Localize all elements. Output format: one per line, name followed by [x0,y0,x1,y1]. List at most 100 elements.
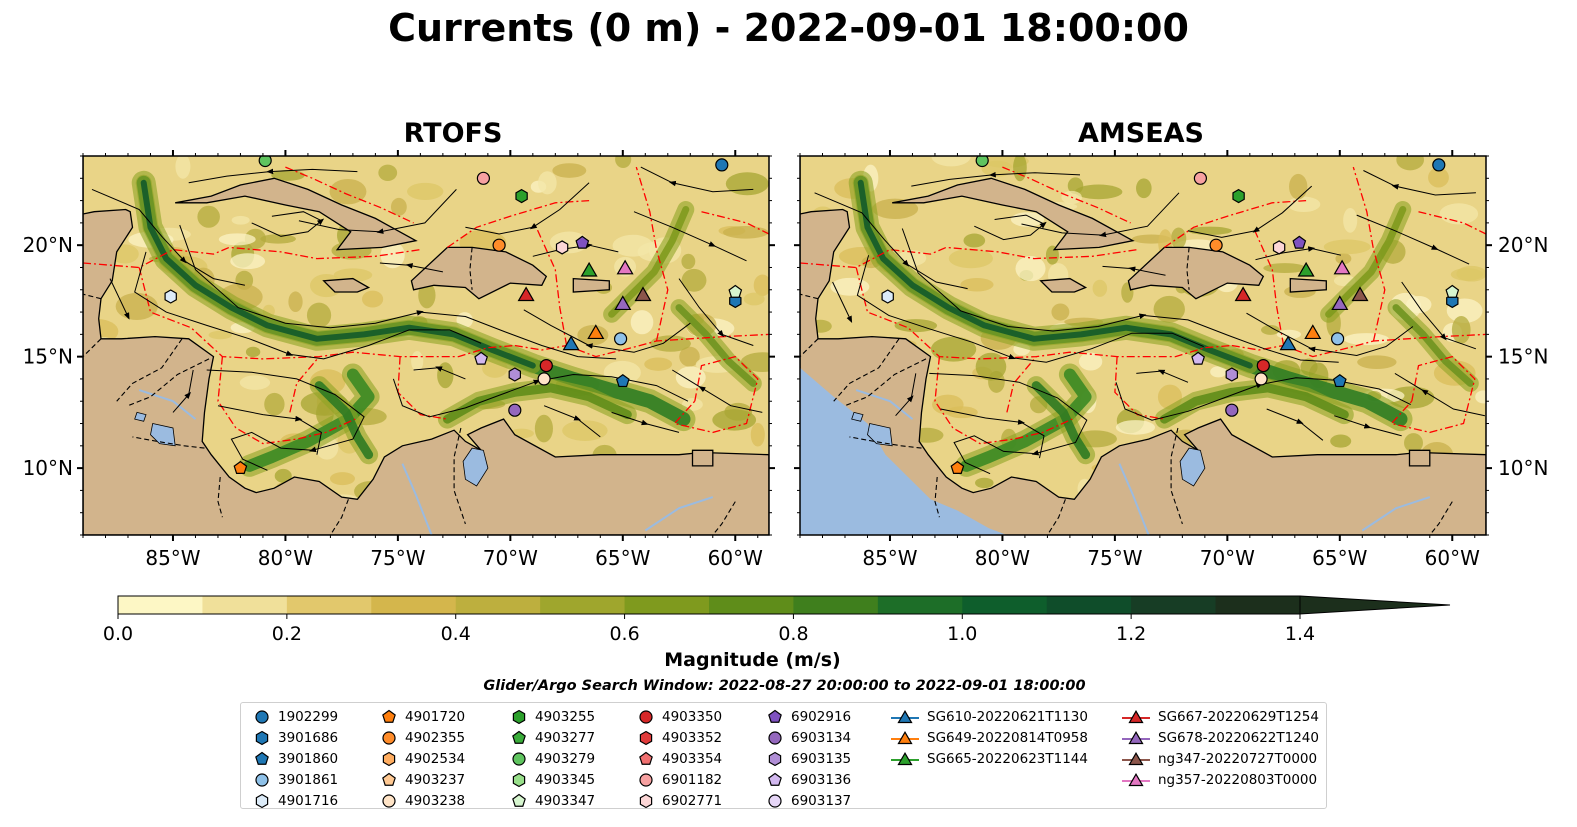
marker-symbol [1209,238,1223,252]
eez-boundary [217,356,356,445]
legend-symbol [891,751,919,765]
marker-ng357-20220803T0000 [616,259,634,275]
streamline [611,411,649,426]
streamline [289,329,482,360]
lon-tick-label: 60°W [708,546,763,570]
streamline [640,166,673,184]
legend-item: 4901720 [381,706,465,727]
legend-symbol [512,709,526,724]
marker-symbol [474,351,488,365]
country-border [127,358,210,407]
land-jamaica [322,277,371,293]
streamline [895,395,914,417]
marker-symbol [715,158,729,172]
legend-column: SG667-20220629T1254 SG678-20220622T1240 ng… [1122,706,1319,790]
marker-symbol [1191,351,1205,365]
legend-label: 4903347 [535,792,596,809]
streamline [529,182,590,230]
marker-SG678-20220622T1240 [1331,295,1349,311]
streamline [1255,246,1316,261]
legend-label: ng357-20220803T0000 [1158,771,1318,788]
colorbar-extend-arrow [1299,595,1451,615]
eez-boundary [447,199,590,248]
streamline [188,171,270,184]
legend-item: 4903255 [511,706,595,727]
marker-symbol [975,156,989,168]
map-frame [799,155,1487,536]
colorbar-tick-label: 0.0 [103,623,133,645]
marker-4903238 [537,372,551,386]
legend-label: 6902916 [791,708,852,725]
legend-label: 6903134 [791,729,852,746]
legend-item: SG610-20220621T1130 [891,706,1088,727]
legend-item: 4903237 [381,769,465,790]
legend-symbol [382,730,396,745]
marker-6902916 [1292,235,1307,249]
legend-item: 4903277 [511,727,595,748]
eez-boundary [800,246,1138,269]
legend-item: ng347-20220727T0000 [1122,748,1319,769]
marker-symbol [1256,359,1270,373]
streamline [1266,408,1304,424]
marker-4903255 [515,188,528,204]
colorbar-tick-label: 0.6 [609,623,639,645]
map-frame [82,155,770,536]
lon-tick-label: 70°W [1200,546,1255,570]
lon-tick-label: 80°W [258,546,313,570]
marker-symbol [1351,286,1369,302]
colorbar-tick-label: 0.2 [272,623,302,645]
marker-4901720 [233,460,248,474]
colorbar-segment [877,596,963,614]
colorbar-segment [962,596,1048,614]
legend-label: SG667-20220629T1254 [1158,708,1319,725]
streamline [645,423,680,433]
land-trinidad [1408,449,1431,467]
legend-label: 3901686 [278,729,339,746]
marker-symbol [1254,372,1268,386]
country-border [849,436,922,449]
legend-item: SG649-20220814T0958 [891,727,1088,748]
colorbar-segment [118,596,203,614]
legend-item: 6903137 [767,790,851,811]
marker-6903134 [1225,403,1239,417]
streamline [940,408,1025,425]
marker-symbol [1331,295,1349,311]
streamline [1128,266,1166,276]
marker-4903255 [1232,188,1245,204]
country-border [1170,427,1183,525]
streamline [1444,337,1477,350]
legend-label: 6903136 [791,771,852,788]
legend-label: 4903255 [535,708,596,725]
colorbar-segment [1215,596,1301,614]
country-border [132,436,205,449]
country-border [83,293,102,300]
colorbar-segment [455,596,541,614]
marker-symbol [613,332,628,346]
legend-item: 6903134 [767,727,851,748]
legend-label: 4903238 [405,792,466,809]
streamline [271,211,322,222]
streamline [953,435,1036,475]
marker-SG667-20220629T1254 [1234,286,1252,302]
marker-4903238 [1254,372,1268,386]
lon-tick-label: 65°W [595,546,650,570]
legend-item: 4903345 [511,769,595,790]
legend-label: 4902355 [405,729,466,746]
colorbar-segment [371,596,457,614]
lat-tick-label: 20°N [23,233,73,257]
legend-label: 6901182 [662,771,723,788]
legend-item: 3901860 [254,748,338,769]
marker-symbol [517,286,535,302]
legend-item: 3901861 [254,769,338,790]
colorbar-tick-label: 1.4 [1285,623,1315,645]
river [1361,496,1431,532]
streamline [251,218,325,237]
streamline [1363,170,1396,187]
marker-symbol [1333,259,1351,275]
legend-symbol [512,793,526,807]
legend-item: 3901686 [254,727,338,748]
streamline [420,311,617,360]
streamline [1401,281,1447,341]
marker-4901716 [164,289,177,304]
legend-item: 4902355 [381,727,465,748]
